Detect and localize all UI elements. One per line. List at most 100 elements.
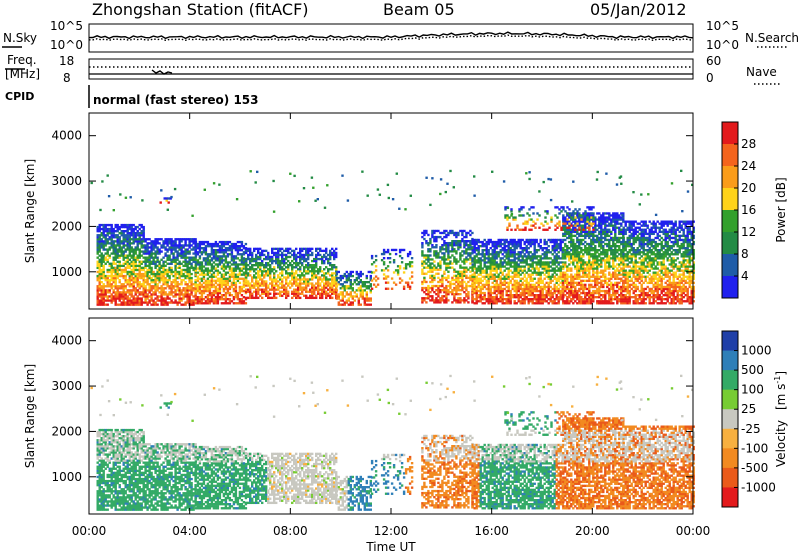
power-cell [469, 254, 471, 256]
power-cell [313, 272, 315, 274]
power-cell [186, 283, 188, 285]
power-cell [137, 295, 139, 297]
power-cell [156, 259, 158, 261]
power-cell [403, 249, 405, 251]
power-cell [299, 284, 301, 286]
power-cell [383, 257, 385, 259]
power-cell [500, 251, 502, 253]
power-cell [174, 291, 176, 293]
power-cell [207, 274, 209, 276]
power-cell [453, 269, 455, 271]
power-cell [469, 267, 471, 269]
power-cell [325, 252, 327, 254]
power-cell [480, 300, 482, 302]
power-cell [482, 288, 484, 290]
power-cell [133, 224, 135, 226]
power-cell [211, 270, 213, 272]
power-cell [319, 282, 321, 284]
power-cell [342, 299, 344, 301]
power-cell [176, 285, 178, 287]
power-cell [229, 298, 231, 300]
power-cell [201, 294, 203, 296]
power-cell [421, 252, 423, 254]
power-cell [143, 234, 145, 236]
power-cell [182, 273, 184, 275]
power-cell [496, 272, 498, 274]
power-cell [188, 261, 190, 263]
power-cell [255, 268, 257, 270]
power-cell [459, 256, 461, 258]
power-cell [121, 248, 123, 250]
power-cell [129, 259, 131, 261]
power-cell [127, 299, 129, 301]
power-cell [293, 250, 295, 252]
power-cell [164, 246, 166, 248]
power-cell [377, 284, 379, 286]
power-cell [271, 256, 273, 258]
power-cell [387, 265, 389, 267]
power-cell [99, 250, 101, 252]
power-cell [283, 268, 285, 270]
power-cell [217, 300, 219, 302]
power-cell [170, 299, 172, 301]
power-cell [370, 291, 372, 293]
power-cell [217, 265, 219, 267]
power-cell [133, 285, 135, 287]
power-cell [387, 275, 389, 277]
power-cell [269, 264, 271, 266]
power-cell [457, 234, 459, 236]
power-cell [209, 302, 211, 304]
power-cell [445, 279, 447, 281]
power-cell [195, 265, 197, 267]
power-cell [219, 263, 221, 265]
power-cell [281, 282, 283, 284]
power-cell [162, 263, 164, 265]
power-cell [469, 271, 471, 273]
power-cell [352, 271, 354, 273]
power-cell [500, 286, 502, 288]
power-cell [265, 250, 267, 252]
power-cell [441, 279, 443, 281]
power-cell [249, 248, 251, 250]
power-cell [237, 257, 239, 259]
power-cell [139, 265, 141, 267]
power-cell [429, 265, 431, 267]
power-cell [482, 267, 484, 269]
power-cell [217, 302, 219, 304]
power-cell [496, 247, 498, 249]
power-cell [360, 304, 362, 306]
power-cell [107, 304, 109, 306]
power-cell [313, 284, 315, 286]
power-cell [313, 293, 315, 295]
power-cell [180, 248, 182, 250]
power-cell [109, 291, 111, 293]
power-cell [257, 297, 259, 299]
power-cell [338, 301, 340, 303]
power-cell [461, 238, 463, 240]
power-cell [103, 271, 105, 273]
power-cell [325, 287, 327, 289]
power-cell [336, 273, 338, 275]
power-cell [176, 250, 178, 252]
power-cell [305, 287, 307, 289]
power-cell [139, 252, 141, 254]
power-cell [459, 258, 461, 260]
power-cell [241, 241, 243, 243]
power-cell [429, 238, 431, 240]
power-cell [399, 255, 401, 257]
power-cell [484, 292, 486, 294]
power-cell [277, 252, 279, 254]
power-cell [331, 297, 333, 299]
power-cell [439, 291, 441, 293]
power-cell [249, 262, 251, 264]
power-cell [352, 301, 354, 303]
power-cell [156, 257, 158, 259]
power-cell [319, 268, 321, 270]
power-cell [135, 287, 137, 289]
power-cell [317, 272, 319, 274]
power-cell [125, 275, 127, 277]
power-cell [197, 259, 199, 261]
power-cell [441, 238, 443, 240]
power-cell [389, 261, 391, 263]
power-cell [176, 259, 178, 261]
